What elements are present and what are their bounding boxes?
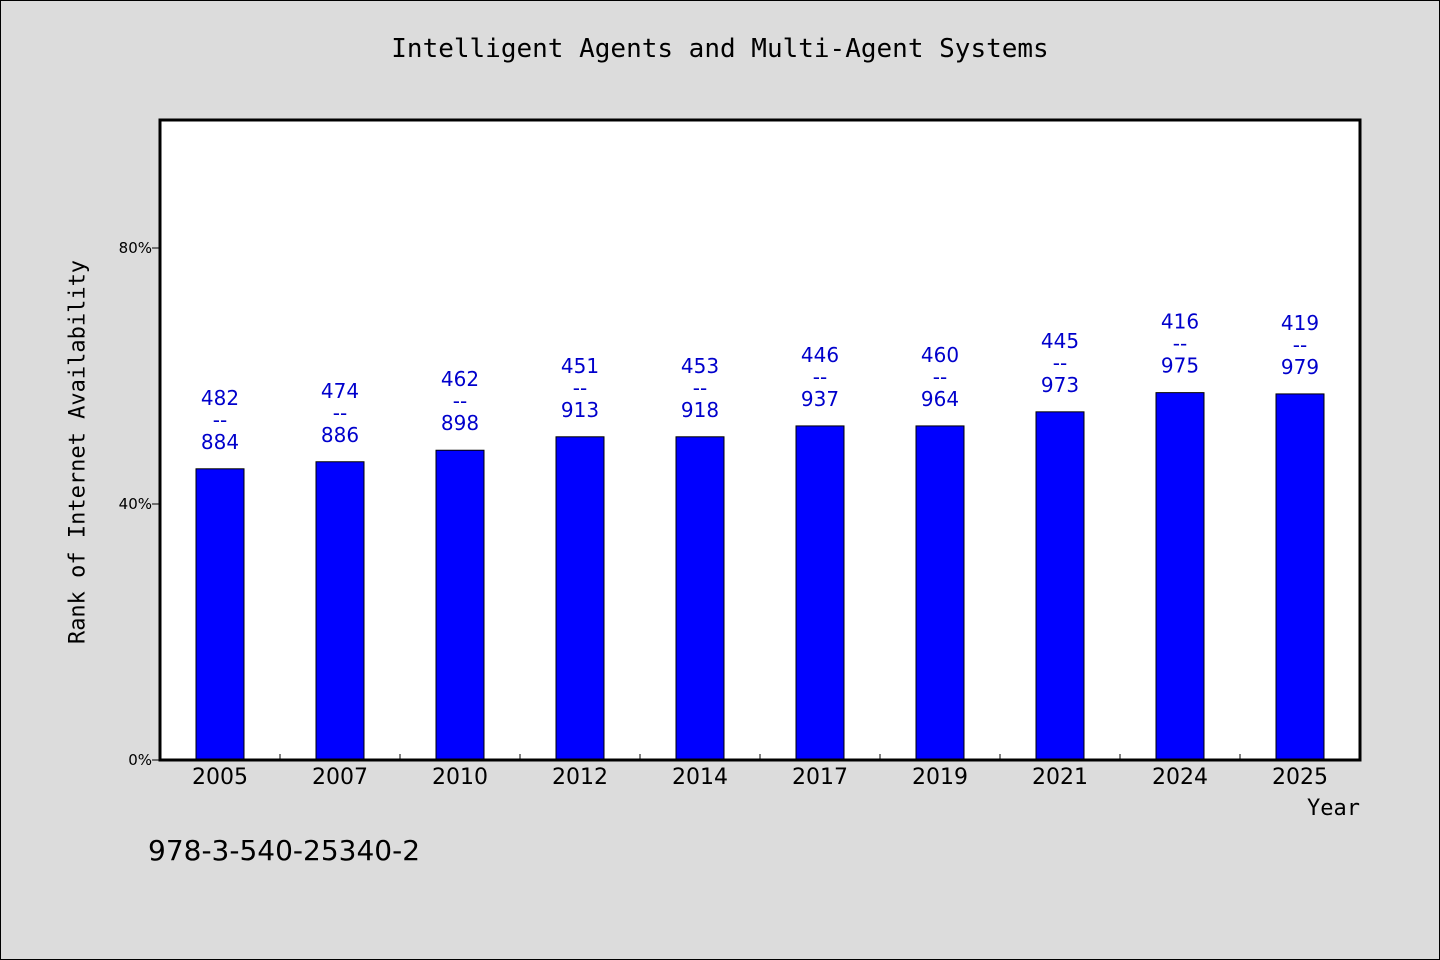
chart-title: Intelligent Agents and Multi-Agent Syste…	[391, 34, 1049, 64]
bar	[1275, 393, 1325, 761]
bar	[315, 461, 365, 761]
data-label-separator: --	[573, 376, 587, 400]
bar	[435, 449, 485, 761]
data-label-separator: --	[213, 408, 227, 432]
x-tick-label: 2010	[432, 765, 488, 790]
data-label-separator: --	[693, 376, 707, 400]
data-label-top: 462	[441, 367, 479, 391]
bar	[195, 468, 245, 761]
data-label-separator: --	[1173, 332, 1187, 356]
data-label-top: 482	[201, 386, 239, 410]
plot-border	[158, 118, 1362, 762]
data-label-bottom: 975	[1161, 354, 1199, 378]
y-tick-label: 40%	[119, 495, 152, 513]
data-label-separator: --	[333, 401, 347, 425]
isbn-footnote: 978-3-540-25340-2	[148, 834, 421, 867]
bar	[1035, 411, 1085, 761]
data-label-separator: --	[813, 365, 827, 389]
data-label-top: 451	[561, 354, 599, 378]
data-label-separator: --	[1053, 351, 1067, 375]
data-label-top: 460	[921, 343, 959, 367]
x-tick-label: 2021	[1032, 765, 1088, 790]
data-label-bottom: 979	[1281, 355, 1319, 379]
data-label-bottom: 884	[201, 430, 239, 454]
y-axis-label: Rank of Internet Availability	[65, 259, 91, 645]
data-label-bottom: 973	[1041, 373, 1079, 397]
bar	[675, 436, 725, 761]
data-label-bottom: 898	[441, 411, 479, 435]
x-tick-label: 2007	[312, 765, 368, 790]
x-tick-label: 2017	[792, 765, 848, 790]
data-label-bottom: 964	[921, 387, 959, 411]
data-label-bottom: 886	[321, 423, 359, 447]
x-tick-label: 2005	[192, 765, 248, 790]
data-label-bottom: 913	[561, 398, 599, 422]
x-tick-label: 2025	[1272, 765, 1328, 790]
y-tick-label: 80%	[119, 239, 152, 257]
bar	[555, 436, 605, 761]
data-label-separator: --	[933, 365, 947, 389]
x-tick-label: 2019	[912, 765, 968, 790]
data-label-bottom: 918	[681, 398, 719, 422]
data-label-top: 453	[681, 354, 719, 378]
data-label-top: 419	[1281, 311, 1319, 335]
data-label-top: 474	[321, 379, 359, 403]
y-tick-label: 0%	[128, 751, 152, 769]
data-label-top: 416	[1161, 310, 1199, 334]
data-label-top: 445	[1041, 329, 1079, 353]
x-tick-label: 2014	[672, 765, 728, 790]
data-label-separator: --	[1293, 333, 1307, 357]
data-label-bottom: 937	[801, 387, 839, 411]
x-axis-label: Year	[1307, 796, 1360, 821]
bar	[1155, 392, 1205, 761]
bar	[795, 425, 845, 761]
data-label-top: 446	[801, 343, 839, 367]
bar	[915, 425, 965, 761]
x-tick-label: 2012	[552, 765, 608, 790]
data-label-separator: --	[453, 389, 467, 413]
x-tick-label: 2024	[1152, 765, 1208, 790]
